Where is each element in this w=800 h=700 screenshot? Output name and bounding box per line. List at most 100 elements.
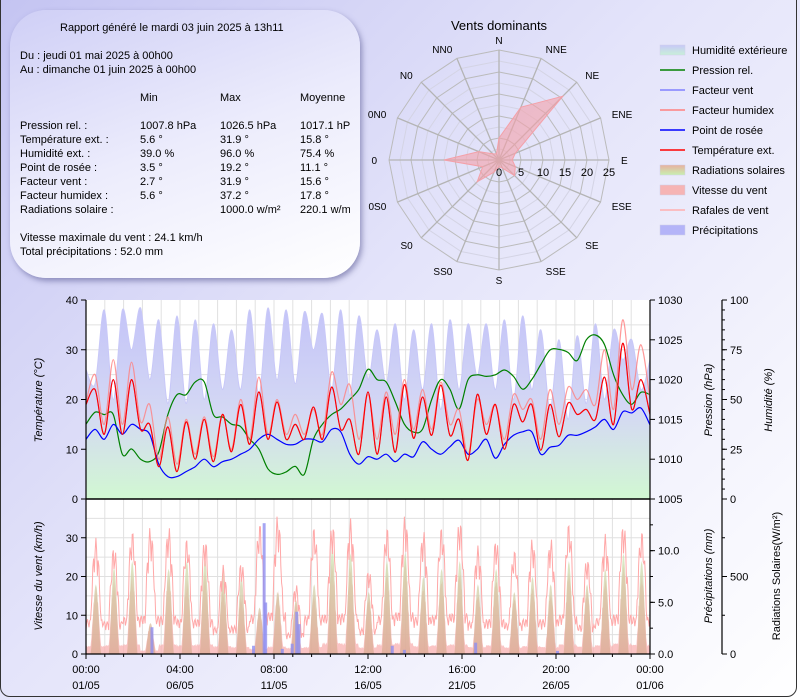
axis-tick-label: 10 bbox=[66, 610, 78, 622]
precipitation-bar bbox=[290, 643, 294, 654]
series-area-solar-radiation bbox=[86, 545, 650, 654]
precipitation-bar bbox=[556, 650, 560, 654]
total-rain-text: Total précipitations : 52.0 mm bbox=[20, 246, 164, 258]
row-average: 17.8 ° bbox=[300, 190, 329, 202]
rose-direction-label: S0 bbox=[400, 241, 413, 252]
axis-tick-label: 1010 bbox=[658, 454, 682, 466]
rose-direction-label: NNE bbox=[546, 45, 567, 56]
precipitation-bar bbox=[280, 648, 284, 654]
row-average: 220.1 w/m² bbox=[300, 204, 350, 216]
x-tick-date: 01/06 bbox=[636, 680, 664, 692]
legend-label: Température ext. bbox=[692, 145, 775, 157]
column-header-max: Max bbox=[220, 92, 241, 104]
axis-tick-label: 0.0 bbox=[658, 649, 673, 661]
legend-label: Point de rosée bbox=[692, 125, 763, 137]
axis-tick-label: 20 bbox=[66, 572, 78, 584]
row-label: Point de rosée : bbox=[20, 162, 98, 174]
period-from-text: Du : jeudi 01 mai 2025 à 00h00 bbox=[20, 50, 173, 62]
x-tick-time: 04:00 bbox=[166, 664, 194, 676]
axis-tick-label: 10 bbox=[66, 444, 78, 456]
report-generated-text: Rapport généré le mardi 03 juin 2025 à 1… bbox=[60, 22, 284, 34]
precipitation-bar bbox=[474, 642, 478, 654]
row-min: 3.5 ° bbox=[140, 162, 163, 174]
axis-tick-label: 50 bbox=[730, 395, 742, 407]
wind-rain-radiation-plot: 0 10 20 30 0.0 5.0 10.0 0 500 Vitesse du vent (km… bbox=[33, 498, 783, 692]
x-tick-time: 20:00 bbox=[542, 664, 570, 676]
series-line-temperature bbox=[86, 342, 650, 473]
axis-tick-label: 100 bbox=[730, 295, 748, 307]
legend-label: Humidité extérieure bbox=[692, 45, 787, 57]
wind-rose: N NNE NE ENE E ESE SE SSE S SS0 S0 0S0 0 0N0 N0 NN0 0 5 10… bbox=[368, 36, 633, 287]
precipitation-bar bbox=[264, 602, 268, 654]
rose-direction-label: 0 bbox=[371, 156, 377, 167]
axis-title: Vitesse du vent (km/h) bbox=[33, 521, 45, 631]
legend-label: Vitesse du vent bbox=[692, 185, 767, 197]
legend-swatch bbox=[659, 184, 686, 196]
legend-label: Radiations solaires bbox=[692, 165, 785, 177]
precipitation-bar bbox=[402, 649, 406, 654]
row-average: 75.4 % bbox=[300, 148, 335, 160]
rose-scale-label: 20 bbox=[581, 167, 593, 179]
row-average: 15.6 ° bbox=[300, 176, 329, 188]
row-max: 37.2 ° bbox=[220, 190, 249, 202]
series-line-pressure bbox=[86, 334, 650, 476]
series-line-wind-gusts bbox=[86, 516, 650, 640]
report-summary-panel: Rapport généré le mardi 03 juin 2025 à 1… bbox=[10, 10, 360, 278]
legend-label: Rafales de vent bbox=[692, 205, 768, 217]
row-label: Pression rel. : bbox=[20, 120, 88, 132]
precipitation-bar bbox=[150, 627, 154, 654]
legend-label: Précipitations bbox=[692, 225, 759, 237]
axis-title: Précipitations (mm) bbox=[703, 528, 715, 623]
axis-tick-label: 0 bbox=[72, 649, 78, 661]
rose-direction-label: ESE bbox=[612, 202, 632, 213]
rose-spoke bbox=[456, 58, 500, 161]
precipitation-bar bbox=[297, 624, 301, 654]
max-wind-text: Vitesse maximale du vent : 24.1 km/h bbox=[20, 232, 203, 244]
rose-scale-label: 10 bbox=[537, 167, 549, 179]
x-tick-date: 21/05 bbox=[448, 680, 476, 692]
axis-tick-label: 25 bbox=[730, 444, 742, 456]
row-max: 31.9 ° bbox=[220, 176, 249, 188]
x-tick-time: 12:00 bbox=[354, 664, 382, 676]
rose-direction-label: SE bbox=[585, 241, 599, 252]
row-label: Température ext. : bbox=[20, 134, 109, 146]
column-header-average: Moyenne bbox=[300, 92, 346, 104]
legend-swatch bbox=[659, 164, 686, 176]
legend-swatch bbox=[659, 224, 686, 236]
x-tick-date: 01/05 bbox=[72, 680, 100, 692]
x-tick-date: 16/05 bbox=[354, 680, 382, 692]
x-tick-time: 16:00 bbox=[448, 664, 476, 676]
x-tick-time: 00:00 bbox=[72, 664, 100, 676]
upper-series bbox=[86, 307, 650, 499]
row-label: Radiations solaire : bbox=[20, 204, 114, 216]
axis-tick-label: 1030 bbox=[658, 295, 682, 307]
axis-title: Pression (hPa) bbox=[703, 363, 715, 436]
rose-direction-label: 0N0 bbox=[368, 110, 387, 121]
legend-label: Pression rel. bbox=[692, 65, 753, 77]
axis-tick-label: 75 bbox=[730, 345, 742, 357]
row-max: 96.0 % bbox=[220, 148, 255, 160]
legend-label: Facteur vent bbox=[692, 85, 753, 97]
axis-tick-label: 30 bbox=[66, 533, 78, 545]
row-min: 1007.8 hPa bbox=[140, 120, 197, 132]
row-min: 2.7 ° bbox=[140, 176, 163, 188]
period-to-text: Au : dimanche 01 juin 2025 à 00h00 bbox=[20, 64, 197, 76]
rose-direction-label: E bbox=[621, 156, 628, 167]
precipitation-bar bbox=[295, 611, 299, 654]
row-average: 15.8 ° bbox=[300, 134, 329, 146]
rose-scale-label: 0 bbox=[496, 167, 502, 179]
rose-direction-label: S bbox=[496, 276, 503, 287]
axis-tick-label: 0 bbox=[730, 494, 736, 506]
precipitation-bar bbox=[262, 523, 266, 654]
row-max: 1026.5 hPa bbox=[220, 120, 277, 132]
row-label: Humidité ext. : bbox=[20, 148, 91, 160]
x-tick-time: 00:00 bbox=[636, 664, 664, 676]
rose-direction-label: NE bbox=[585, 71, 599, 82]
axis-tick-label: 30 bbox=[66, 345, 78, 357]
rose-direction-label: NN0 bbox=[432, 45, 452, 56]
precipitation-bar bbox=[252, 645, 256, 654]
row-max: 1000.0 w/m² bbox=[220, 204, 281, 216]
axis-tick-label: 1020 bbox=[658, 375, 682, 387]
rose-direction-label: SSE bbox=[546, 267, 566, 278]
x-tick-date: 11/05 bbox=[261, 680, 288, 692]
